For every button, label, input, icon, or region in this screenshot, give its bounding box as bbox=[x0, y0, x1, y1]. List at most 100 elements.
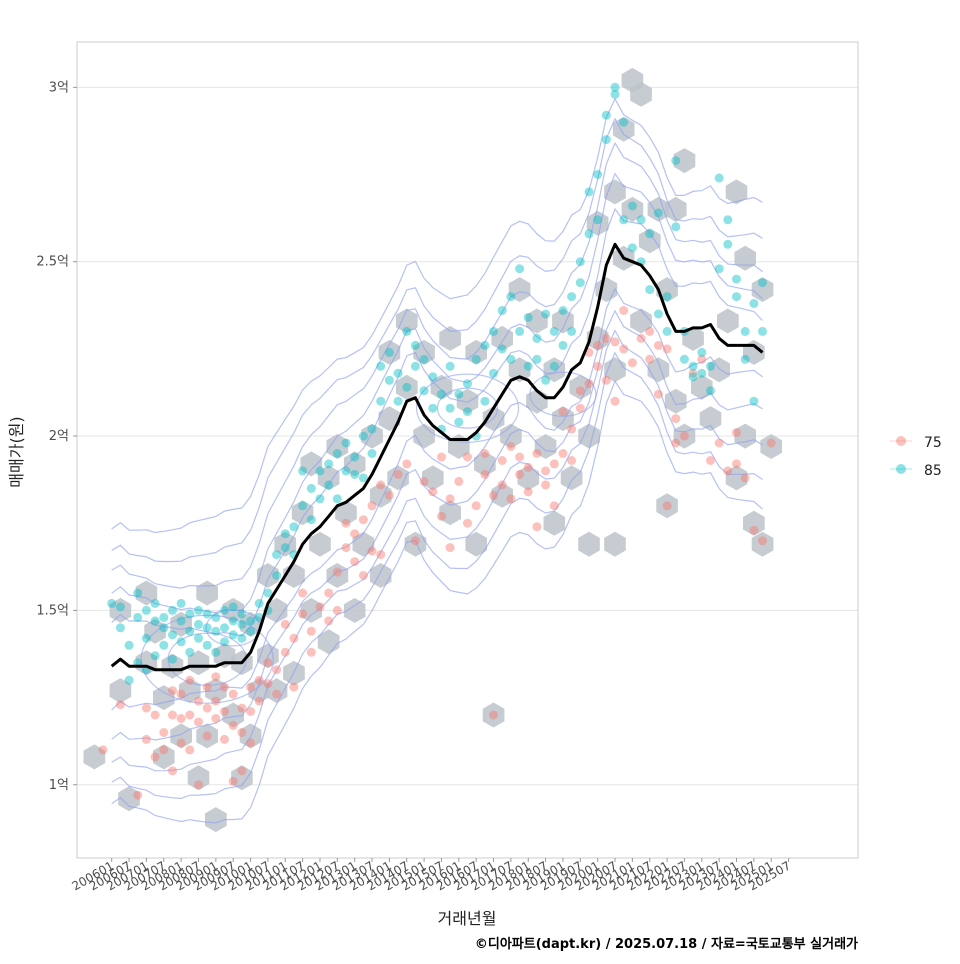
hexbin bbox=[543, 357, 566, 383]
data-point-85 bbox=[194, 605, 203, 615]
legend-item-85[interactable]: 85 bbox=[890, 463, 942, 479]
data-point-75 bbox=[593, 340, 603, 350]
data-point-85 bbox=[324, 459, 334, 469]
hexbin bbox=[387, 465, 409, 491]
density-contours bbox=[111, 97, 763, 824]
data-point-75 bbox=[506, 442, 516, 451]
data-point-85 bbox=[410, 340, 420, 350]
hexbin bbox=[196, 580, 218, 606]
hexbin bbox=[205, 807, 227, 833]
density-contour-ring bbox=[140, 614, 274, 704]
data-point-85 bbox=[463, 407, 472, 417]
data-point-85 bbox=[636, 215, 646, 225]
hexbin bbox=[439, 500, 461, 526]
data-point-85 bbox=[671, 222, 681, 232]
data-point-85 bbox=[419, 386, 429, 396]
data-point-85 bbox=[211, 612, 221, 622]
hexbin bbox=[465, 531, 487, 557]
hexbin bbox=[725, 179, 748, 205]
data-point-75 bbox=[237, 728, 247, 737]
hexbin bbox=[135, 580, 158, 606]
data-point-85 bbox=[428, 372, 438, 382]
data-point-75 bbox=[732, 459, 741, 469]
data-point-75 bbox=[428, 487, 438, 497]
data-point-75 bbox=[523, 487, 533, 497]
data-point-75 bbox=[619, 344, 629, 354]
data-point-75 bbox=[306, 626, 316, 636]
data-point-85 bbox=[159, 640, 169, 650]
data-point-75 bbox=[168, 686, 177, 696]
data-point-75 bbox=[489, 710, 498, 720]
data-point-75 bbox=[437, 452, 446, 462]
hexbin bbox=[656, 493, 678, 519]
hexbin bbox=[274, 531, 297, 557]
trend-line-layer bbox=[110, 242, 764, 672]
data-point-85 bbox=[575, 278, 585, 288]
data-point-75 bbox=[211, 696, 221, 706]
data-point-75 bbox=[358, 571, 368, 580]
hexbin bbox=[673, 148, 696, 174]
data-point-85 bbox=[168, 630, 177, 640]
data-point-75 bbox=[272, 689, 282, 699]
data-point-85 bbox=[662, 326, 672, 336]
data-point-85 bbox=[358, 431, 368, 441]
data-point-85 bbox=[306, 483, 316, 493]
hexbin bbox=[170, 723, 192, 749]
data-point-85 bbox=[723, 215, 733, 225]
hexbin bbox=[326, 563, 349, 588]
hexbin bbox=[456, 388, 479, 414]
data-point-85 bbox=[523, 361, 533, 371]
data-point-75 bbox=[350, 529, 360, 539]
hexbin bbox=[170, 611, 192, 637]
data-point-75 bbox=[176, 738, 186, 748]
data-point-75 bbox=[376, 480, 386, 490]
data-point-75 bbox=[341, 543, 351, 553]
data-point-85 bbox=[584, 187, 594, 197]
data-point-75 bbox=[150, 710, 160, 720]
trend-line bbox=[110, 242, 764, 672]
data-point-75 bbox=[159, 728, 169, 737]
data-point-75 bbox=[246, 707, 256, 716]
data-point-85 bbox=[645, 285, 655, 295]
data-point-75 bbox=[176, 689, 186, 699]
data-point-85 bbox=[679, 354, 689, 364]
data-point-85 bbox=[384, 347, 394, 357]
hexbin bbox=[725, 465, 748, 491]
hexbin bbox=[395, 308, 418, 334]
y-tick-label: 1억 bbox=[49, 778, 69, 793]
hexbin bbox=[604, 179, 626, 205]
data-point-85 bbox=[211, 626, 221, 636]
legend-item-75[interactable]: 75 bbox=[890, 435, 942, 451]
data-point-75 bbox=[220, 682, 229, 692]
data-point-85 bbox=[732, 292, 741, 302]
data-point-85 bbox=[627, 201, 637, 211]
data-point-75 bbox=[671, 414, 681, 424]
data-point-75 bbox=[497, 480, 507, 490]
data-point-85 bbox=[289, 522, 299, 532]
data-point-75 bbox=[445, 494, 455, 504]
density-contour-ring bbox=[529, 371, 597, 417]
data-point-85 bbox=[141, 633, 151, 643]
legend-label-85: 85 bbox=[924, 463, 942, 479]
hexbin bbox=[482, 702, 505, 728]
data-point-85 bbox=[280, 529, 290, 539]
density-contour bbox=[111, 287, 763, 711]
data-point-75 bbox=[532, 449, 542, 458]
data-point-85 bbox=[194, 633, 203, 643]
data-point-75 bbox=[185, 675, 195, 685]
data-point-85 bbox=[393, 396, 403, 406]
data-point-75 bbox=[115, 700, 125, 710]
data-point-85 bbox=[549, 326, 559, 336]
data-point-85 bbox=[341, 466, 351, 476]
data-point-75 bbox=[202, 731, 212, 741]
data-point-85 bbox=[237, 609, 247, 619]
data-point-85 bbox=[324, 480, 334, 490]
data-point-85 bbox=[714, 264, 724, 274]
hexbin bbox=[378, 406, 401, 432]
data-point-85 bbox=[506, 354, 516, 364]
data-point-85 bbox=[532, 333, 542, 343]
data-point-85 bbox=[428, 403, 438, 413]
data-point-85 bbox=[176, 637, 186, 647]
hexbin bbox=[118, 786, 140, 812]
